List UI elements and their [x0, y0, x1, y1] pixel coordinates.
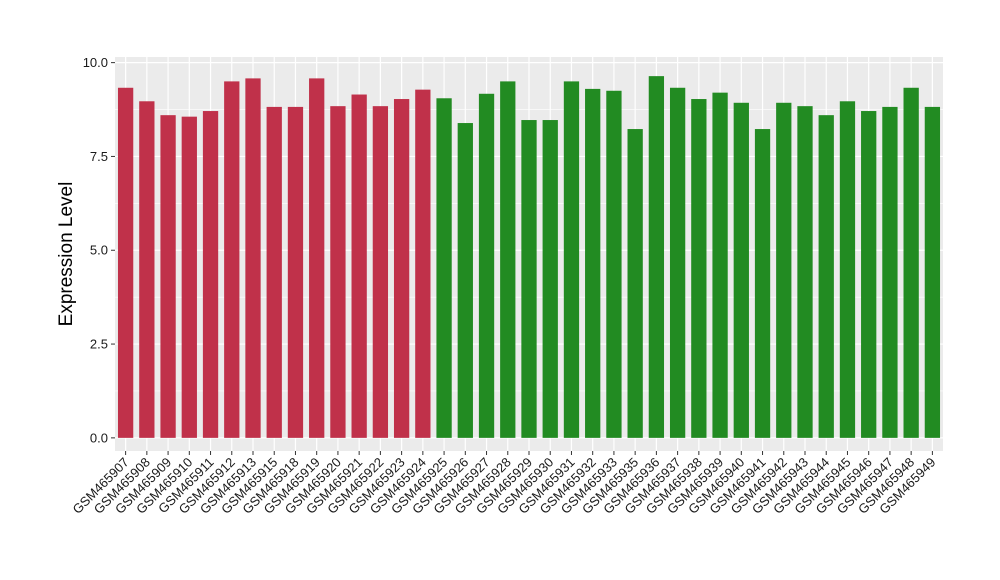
y-tick-label: 7.5: [90, 149, 108, 164]
bar: [669, 87, 686, 438]
bar: [754, 129, 771, 438]
bar: [882, 106, 898, 438]
y-axis: 0.0 2.5 5.0 7.5 10.0: [83, 55, 115, 445]
x-axis: GSM465907GSM465908GSM465909GSM465910GSM4…: [70, 451, 939, 517]
bar: [585, 88, 601, 438]
bar: [117, 87, 134, 438]
bar: [606, 90, 622, 438]
bar: [330, 106, 346, 438]
y-tick-label: 0.0: [90, 430, 108, 445]
bar: [797, 106, 813, 438]
bar: [139, 101, 155, 438]
bar: [776, 102, 792, 438]
bar: [415, 89, 431, 438]
y-axis-title: Expression Level: [56, 182, 77, 327]
bar: [521, 120, 537, 438]
bar: [861, 111, 877, 438]
bar: [839, 101, 856, 438]
bar: [924, 106, 941, 438]
bar: [287, 106, 304, 438]
bar: [542, 120, 558, 438]
bar: [500, 81, 516, 438]
bar: [245, 78, 261, 438]
bar: [202, 111, 219, 438]
bar: [648, 76, 665, 438]
bar: [436, 98, 452, 438]
bar: [224, 81, 240, 438]
bar: [181, 116, 197, 438]
bar: [266, 106, 282, 438]
bar: [160, 115, 176, 438]
bar: [903, 87, 919, 438]
bar: [691, 99, 707, 438]
bar: [372, 106, 389, 438]
y-tick-label: 10.0: [83, 55, 108, 70]
y-tick-label: 5.0: [90, 243, 108, 258]
bar: [393, 99, 410, 438]
y-tick-label: 2.5: [90, 337, 108, 352]
bar: [351, 94, 367, 438]
bar: [712, 92, 728, 438]
bar: [457, 123, 473, 438]
bar: [478, 93, 495, 438]
bar: [563, 81, 580, 438]
bar: [733, 102, 749, 438]
bars: [117, 76, 941, 438]
bar: [627, 129, 643, 438]
bar: [818, 115, 834, 438]
bar: [309, 78, 325, 438]
